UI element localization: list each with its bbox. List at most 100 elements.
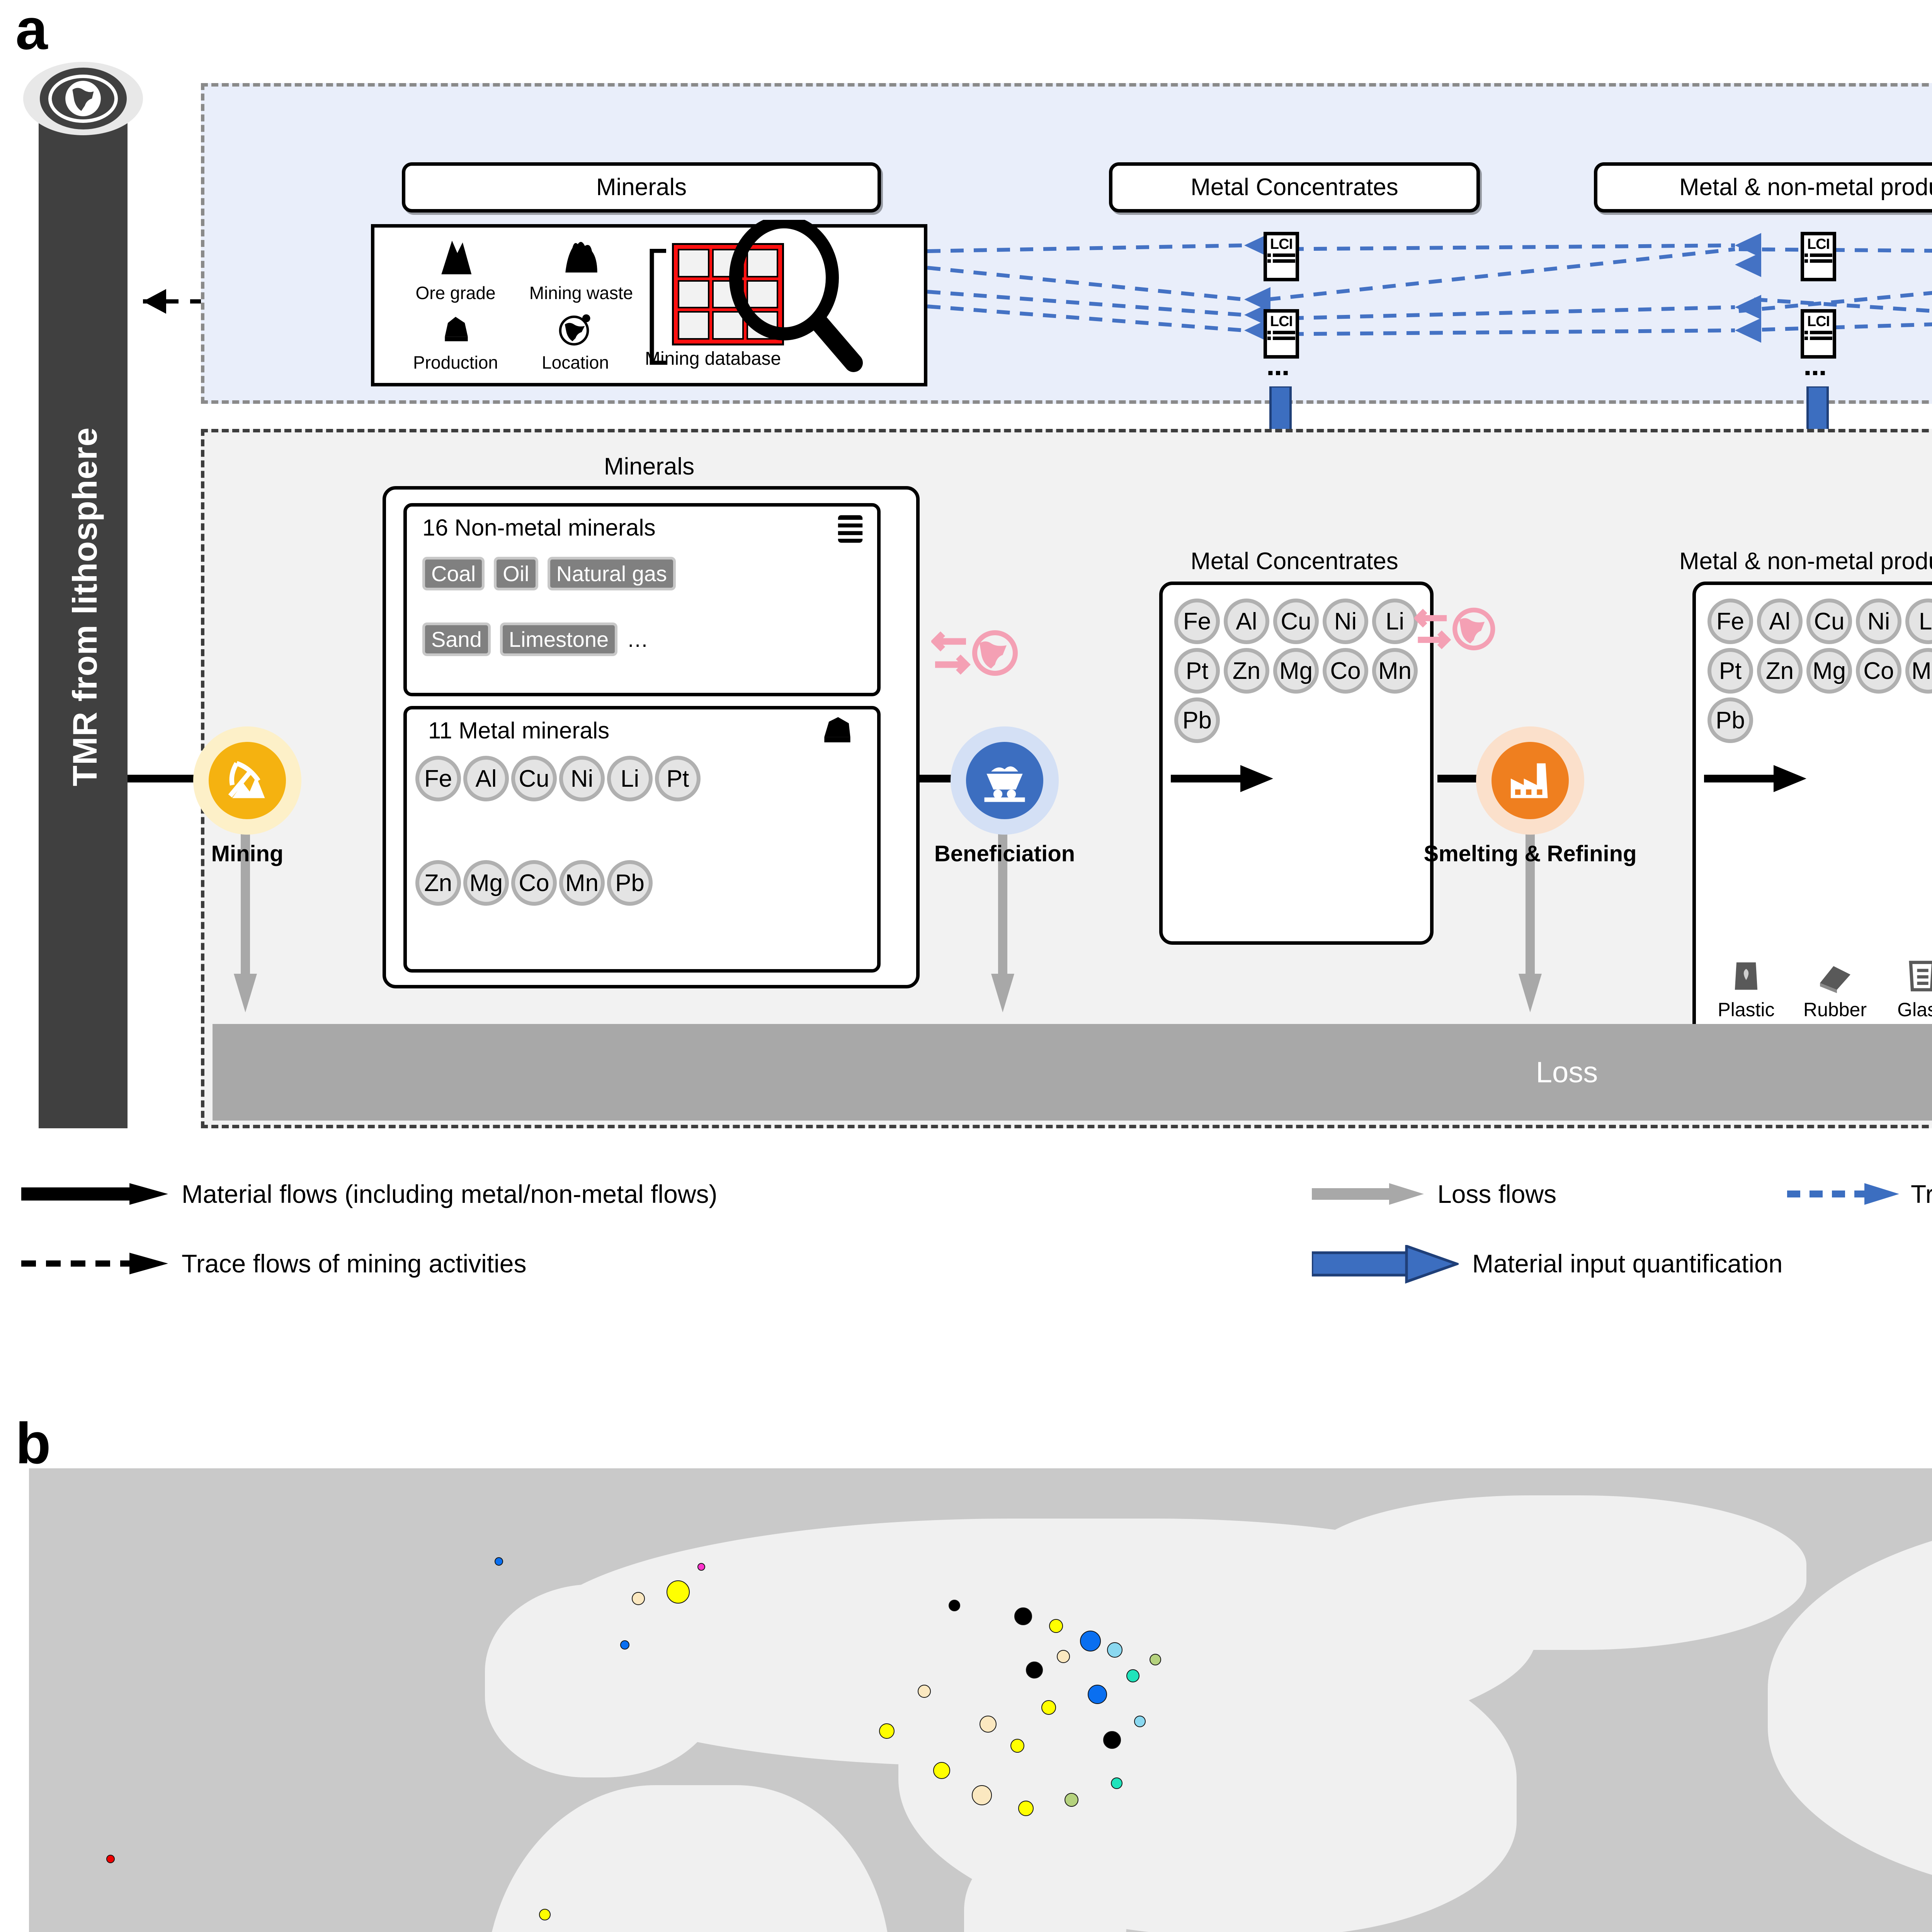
element-mg: Mg — [1806, 648, 1852, 694]
element-mn: Mn — [559, 860, 605, 906]
lithosphere-label: TMR from lithosphere — [66, 427, 104, 786]
lci-label: LCI — [1807, 313, 1830, 330]
metal-nonmetal-elements: Fe Al Cu Ni Li Pt Zn Mg Co Mn Pb — [1708, 599, 1932, 743]
landmass-europe — [485, 1584, 724, 1777]
legend-icon-trace-lci — [1787, 1183, 1899, 1205]
element-mn: Mn — [1372, 648, 1418, 694]
element-cu: Cu — [1273, 599, 1319, 644]
glass-icon — [1909, 961, 1932, 992]
mine-site-marker — [1041, 1700, 1056, 1715]
element-al: Al — [1224, 599, 1269, 644]
process-node-smelting[interactable] — [1492, 742, 1569, 819]
element-mg: Mg — [1273, 648, 1319, 694]
metal-minerals-row1: Fe Al Cu Ni Li Pt — [415, 756, 701, 801]
mine-site-marker — [1026, 1662, 1043, 1679]
legend-icon-loss-flows — [1312, 1183, 1424, 1205]
process-label-smelting: Smelting & Refining — [1423, 841, 1637, 866]
world-map[interactable] — [29, 1468, 1932, 1932]
mine-site-marker — [697, 1563, 705, 1571]
mine-site-marker — [1107, 1642, 1122, 1658]
tmr-stage-title-metal-concentrates: Metal Concentrates — [1109, 162, 1480, 213]
mine-site-marker — [1065, 1793, 1078, 1807]
chip-coal: Coal — [422, 557, 485, 590]
globe-icon — [23, 62, 143, 135]
nonmetal-rubber: Rubber — [1793, 956, 1878, 1021]
element-ni: Ni — [1323, 599, 1368, 644]
mine-site-marker — [667, 1580, 690, 1604]
element-al: Al — [463, 756, 509, 801]
loss-label: Loss — [1536, 1056, 1598, 1089]
element-pt: Pt — [1174, 648, 1220, 694]
chip-ellipsis: … — [627, 627, 649, 651]
mine-site-marker — [1134, 1716, 1146, 1727]
ore-grade-icon — [398, 235, 514, 282]
mine-site-marker — [1150, 1654, 1161, 1665]
legend-label-trace-mining: Trace flows of mining activities — [182, 1249, 527, 1278]
lci-card: LCI — [1264, 309, 1299, 359]
oil-barrel-icon — [832, 510, 869, 550]
element-li: Li — [607, 756, 653, 801]
ore-rock-icon — [811, 713, 862, 751]
mine-cart-icon — [984, 766, 1025, 802]
minerals-box: 16 Non-metal minerals Coal Oil Natural g… — [383, 486, 920, 988]
non-metal-minerals-title: 16 Non-metal minerals — [422, 515, 656, 541]
legend-label-material-input: Material input quantification — [1472, 1249, 1783, 1278]
mine-site-marker — [879, 1723, 895, 1739]
element-ni: Ni — [1856, 599, 1901, 644]
mine-site-marker — [1126, 1669, 1139, 1682]
legend-label-material-flows: Material flows (including metal/non-meta… — [182, 1180, 718, 1208]
element-pb: Pb — [1174, 697, 1220, 743]
legend-label-loss-flows: Loss flows — [1437, 1180, 1557, 1208]
mine-site-marker — [1111, 1777, 1122, 1789]
stage-title-metal-concentrates: Metal Concentrates — [1190, 548, 1398, 575]
element-co: Co — [1323, 648, 1368, 694]
element-zn: Zn — [1757, 648, 1803, 694]
trade-flows-icon — [1413, 603, 1497, 661]
process-label-mining: Mining — [211, 841, 284, 866]
db-attr-ore-grade: Ore grade — [398, 235, 514, 303]
mine-site-marker — [495, 1557, 503, 1566]
legend-icon-material-flows — [21, 1183, 168, 1205]
production-icon — [398, 311, 514, 352]
element-mn: Mn — [1905, 648, 1932, 694]
mining-database-box: Ore grade Mining waste Production Locati… — [371, 220, 927, 386]
legend-icon-material-input — [1312, 1245, 1459, 1284]
mine-site-marker — [1018, 1801, 1034, 1816]
nonmetal-plastic: Plastic — [1708, 954, 1785, 1021]
chip-sand: Sand — [422, 622, 491, 656]
element-mg: Mg — [463, 860, 509, 906]
element-li: Li — [1905, 599, 1932, 644]
globe-glyph — [65, 81, 101, 116]
process-label-beneficiation: Beneficiation — [934, 841, 1075, 866]
db-attr-location: Location — [517, 311, 633, 373]
element-zn: Zn — [415, 860, 461, 906]
tmr-stage-title-minerals: Minerals — [402, 162, 881, 213]
mine-site-marker — [106, 1855, 115, 1863]
mine-site-marker — [620, 1640, 629, 1650]
plastic-bag-icon — [1735, 962, 1758, 990]
element-zn: Zn — [1224, 648, 1269, 694]
process-node-mining[interactable] — [209, 742, 286, 819]
mine-site-marker — [918, 1685, 931, 1698]
mine-site-marker — [933, 1762, 950, 1779]
stage-title-metal-nonmetal: Metal & non-metal products — [1679, 548, 1932, 575]
element-pb: Pb — [1708, 697, 1753, 743]
panel-b-letter: b — [15, 1411, 51, 1476]
lci-label: LCI — [1807, 236, 1830, 252]
loss-bar: Loss — [213, 1024, 1932, 1121]
rubber-icon — [1820, 966, 1850, 993]
pickaxe-icon — [228, 761, 265, 798]
metal-concentrates-box: Fe Al Cu Ni Li Pt Zn Mg Co Mn Pb — [1159, 582, 1434, 945]
chip-oil: Oil — [494, 557, 538, 590]
element-fe: Fe — [1174, 599, 1220, 644]
mine-site-marker — [1014, 1607, 1032, 1625]
element-ni: Ni — [559, 756, 605, 801]
element-al: Al — [1757, 599, 1803, 644]
metal-minerals-title: 11 Metal minerals — [428, 718, 610, 743]
factory-icon — [1510, 763, 1548, 798]
chip-natural-gas: Natural gas — [547, 557, 676, 590]
legend-label-trace-lci: Trace flows of life cycle inventory — [1911, 1180, 1932, 1208]
process-node-beneficiation[interactable] — [966, 742, 1043, 819]
lci-card: LCI — [1801, 232, 1836, 281]
element-li: Li — [1372, 599, 1418, 644]
